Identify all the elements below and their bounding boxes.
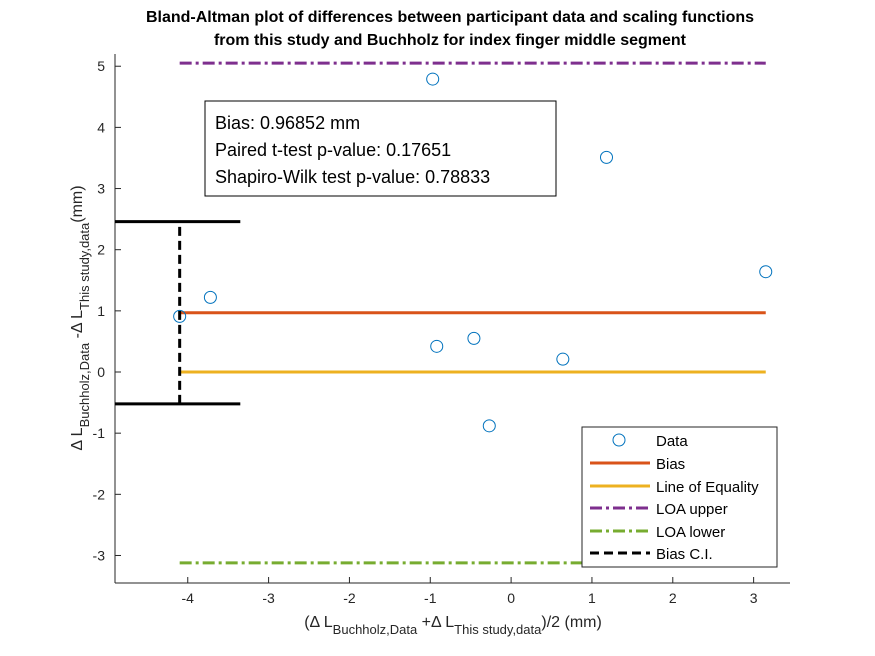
y-label-mid: -Δ L	[69, 310, 86, 343]
legend-label-loa-lower: LOA lower	[656, 524, 725, 541]
data-point	[203, 290, 217, 304]
y-tick-label: 2	[97, 242, 105, 258]
x-tick-label: 1	[588, 590, 596, 606]
x-label-sub-1: Buchholz,Data	[333, 622, 418, 637]
annotation-shapiro-wilk: Shapiro-Wilk test p-value: 0.78833	[215, 167, 490, 187]
y-label-sub-1: Buchholz,Data	[77, 342, 92, 427]
legend-label-data: Data	[656, 433, 688, 450]
data-point	[556, 352, 570, 366]
data-point	[482, 419, 496, 433]
data-point	[467, 331, 481, 345]
chart-title-line-1: Bland-Altman plot of differences between…	[146, 9, 754, 26]
legend-label-bias-ci: Bias C.I.	[656, 546, 713, 563]
legend-label-loa-upper: LOA upper	[656, 501, 728, 518]
data-points	[173, 72, 773, 433]
x-tick-label: 2	[669, 590, 677, 606]
data-point	[173, 309, 187, 323]
y-tick-label: 5	[97, 58, 105, 74]
y-tick-label: 0	[97, 364, 105, 380]
axis-ticks: -4 -3 -2 -1 0 1 2 3 -3 -2 -1 0 1 2 3 4 5	[93, 58, 758, 606]
chart-title-line-2: from this study and Buchholz for index f…	[214, 32, 687, 49]
legend-box	[581, 426, 778, 568]
y-tick-label: -2	[93, 486, 106, 502]
stats-annotation-box	[204, 100, 557, 197]
y-tick-label: 1	[97, 303, 105, 319]
y-axis-label: Δ LBuchholz,Data -Δ LThis study,data(mm)	[69, 185, 92, 450]
legend-marker-data	[612, 433, 626, 447]
x-tick-label: 0	[507, 590, 515, 606]
x-label-mid: +Δ L	[417, 614, 454, 631]
x-axis-label: (Δ LBuchholz,Data +Δ LThis study,data)/2…	[304, 614, 602, 637]
x-label-pre: (Δ L	[304, 614, 333, 631]
data-point	[599, 150, 613, 164]
stats-annotation: Bias: 0.96852 mm Paired t-test p-value: …	[204, 100, 557, 197]
x-label-post: )/2 (mm)	[541, 614, 601, 631]
legend-label-equality: Line of Equality	[656, 479, 759, 496]
y-label-post: (mm)	[69, 185, 86, 222]
x-tick-label: 3	[750, 590, 758, 606]
y-tick-label: 4	[97, 119, 105, 135]
x-tick-label: -4	[182, 590, 195, 606]
y-tick-label: 3	[97, 181, 105, 197]
x-tick-label: -2	[343, 590, 356, 606]
data-point	[426, 72, 440, 86]
x-label-sub-2: This study,data	[454, 622, 542, 637]
x-tick-label: -1	[424, 590, 437, 606]
x-tick-label: -3	[262, 590, 275, 606]
y-label-pre: Δ L	[69, 427, 86, 450]
data-point	[430, 339, 444, 353]
legend-label-bias: Bias	[656, 456, 685, 473]
legend: Data Bias Line of Equality LOA upper LOA…	[581, 426, 778, 568]
y-label-sub-2: This study,data	[77, 222, 92, 310]
annotation-t-test: Paired t-test p-value: 0.17651	[215, 140, 451, 160]
annotation-bias: Bias: 0.96852 mm	[215, 113, 360, 133]
data-point	[759, 265, 773, 279]
y-tick-label: -1	[93, 425, 106, 441]
y-tick-label: -3	[93, 547, 106, 563]
